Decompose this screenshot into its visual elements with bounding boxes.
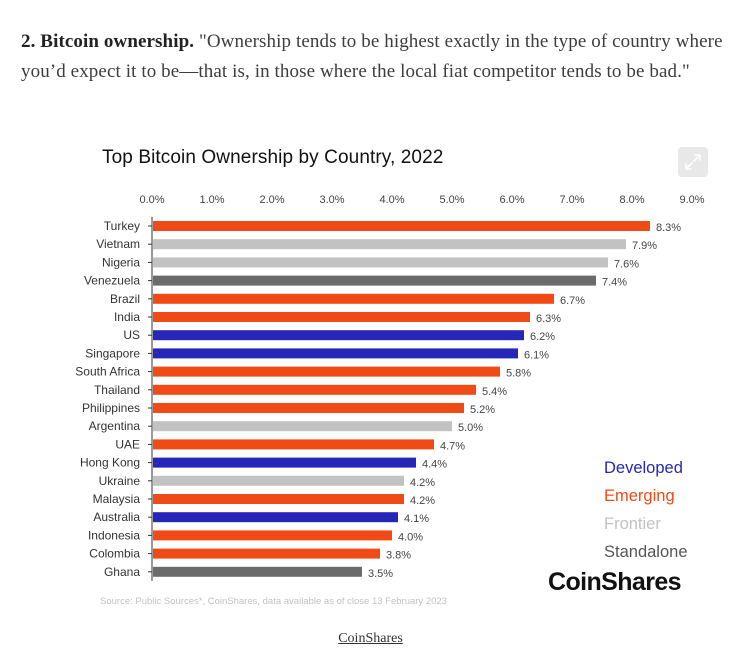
bar: [153, 439, 434, 450]
bar: [153, 457, 416, 468]
x-tick-label: 7.0%: [559, 194, 584, 206]
bar: [153, 257, 608, 268]
bar: [153, 530, 392, 541]
chart-figure: Top Bitcoin Ownership by Country, 2022 0…: [72, 124, 734, 621]
article-paragraph: 2. Bitcoin ownership. "Ownership tends t…: [21, 27, 733, 87]
value-label: 5.0%: [458, 422, 483, 434]
legend-item-emerging: Emerging: [604, 487, 675, 505]
value-label: 3.8%: [386, 550, 411, 562]
category-label: Vietnam: [96, 237, 140, 251]
category-label: Australia: [93, 510, 140, 524]
bar: [153, 403, 464, 413]
category-label: Indonesia: [88, 528, 140, 542]
category-label: Argentina: [89, 419, 141, 433]
bar: [153, 239, 626, 250]
coinshares-logo: CoinShares: [548, 568, 682, 596]
bar: [153, 548, 380, 559]
value-label: 6.3%: [536, 313, 561, 325]
bar: [153, 366, 500, 377]
figure-caption: CoinShares: [0, 631, 741, 647]
expand-button[interactable]: [678, 147, 708, 177]
source-note: Source: Public Sources*, CoinShares, dat…: [100, 596, 447, 607]
value-label: 4.4%: [422, 459, 447, 471]
bar-chart: 0.0% 1.0% 2.0% 3.0% 4.0% 5.0% 6.0% 7.0% 8.0% 9.0%…: [75, 194, 705, 581]
value-label: 7.6%: [614, 258, 639, 270]
caption-link[interactable]: CoinShares: [338, 631, 403, 646]
x-tick-label: 5.0%: [439, 194, 464, 206]
article-heading: 2. Bitcoin ownership.: [21, 31, 195, 52]
x-tick-label: 0.0%: [139, 194, 164, 206]
category-label: India: [114, 310, 140, 324]
bar: [153, 312, 530, 322]
x-tick-label: 6.0%: [499, 194, 524, 206]
article-quote: "Ownership tends to be highest exactly i…: [21, 31, 723, 82]
category-label: Thailand: [94, 383, 140, 397]
bar: [153, 494, 404, 504]
bar: [153, 566, 362, 577]
category-label: Singapore: [85, 346, 140, 360]
x-tick-label: 2.0%: [259, 194, 284, 206]
x-tick-label: 8.0%: [619, 194, 644, 206]
category-label: Hong Kong: [80, 456, 140, 470]
legend-item-standalone: Standalone: [604, 543, 688, 561]
value-label: 4.7%: [440, 440, 465, 452]
category-label: Nigeria: [102, 255, 140, 269]
bar: [153, 421, 452, 432]
value-label: 5.4%: [482, 386, 507, 398]
value-label: 4.0%: [398, 531, 423, 543]
category-label: Ukraine: [99, 474, 141, 488]
value-label: 4.1%: [404, 513, 429, 525]
value-label: 6.1%: [524, 349, 549, 361]
bar: [153, 330, 524, 341]
category-label: UAE: [115, 437, 140, 451]
value-label: 5.8%: [506, 368, 531, 380]
value-label: 7.9%: [632, 240, 657, 252]
value-label: 4.2%: [410, 477, 435, 489]
bar: [153, 348, 518, 359]
bar: [153, 512, 398, 523]
bar: [153, 221, 650, 231]
category-label: Venezuela: [84, 274, 140, 288]
category-label: US: [123, 328, 140, 342]
category-label: Brazil: [110, 292, 140, 306]
category-label: Philippines: [82, 401, 140, 415]
value-label: 5.2%: [470, 404, 495, 416]
chart-legend: Developed Emerging Frontier Standalone: [604, 454, 688, 566]
category-label: Malaysia: [93, 492, 141, 506]
category-label: Turkey: [104, 219, 140, 233]
legend-item-frontier: Frontier: [604, 515, 661, 533]
value-label: 3.5%: [368, 568, 393, 580]
expand-icon: [685, 154, 701, 170]
category-label: South Africa: [75, 365, 140, 379]
bar: [153, 293, 554, 304]
chart-title: Top Bitcoin Ownership by Country, 2022: [102, 147, 444, 168]
category-label: Ghana: [104, 565, 140, 579]
bar: [153, 384, 476, 395]
value-label: 6.2%: [530, 331, 555, 343]
value-label: 8.3%: [656, 222, 681, 234]
category-label: Colombia: [89, 547, 140, 561]
x-tick-label: 1.0%: [199, 194, 224, 206]
x-tick-label: 3.0%: [319, 194, 344, 206]
value-label: 7.4%: [602, 277, 627, 289]
value-label: 6.7%: [560, 295, 585, 307]
x-tick-label: 4.0%: [379, 194, 404, 206]
bar: [153, 475, 404, 486]
legend-item-developed: Developed: [604, 459, 683, 477]
value-label: 4.2%: [410, 495, 435, 507]
x-tick-label: 9.0%: [679, 194, 704, 206]
bar: [153, 275, 596, 286]
